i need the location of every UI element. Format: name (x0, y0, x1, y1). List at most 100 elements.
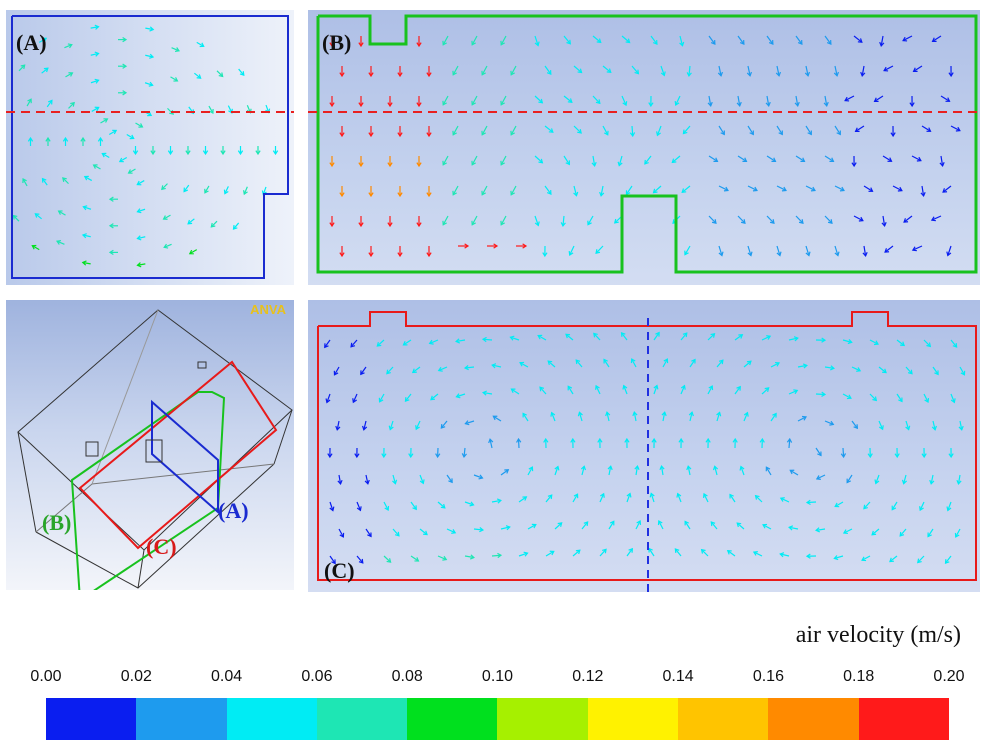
velocity-vector (747, 125, 754, 135)
velocity-vector-head (593, 332, 598, 338)
velocity-vector (91, 106, 99, 112)
velocity-vector-head (136, 180, 142, 186)
velocity-vector (805, 245, 810, 256)
velocity-vector-head (339, 532, 345, 538)
velocity-vector (602, 65, 612, 73)
velocity-vector-head (807, 130, 812, 136)
velocity-vector-head (710, 333, 716, 338)
velocity-vector (90, 79, 99, 84)
velocity-vector (816, 474, 826, 480)
velocity-vector-head (397, 132, 403, 138)
velocity-vector-head (882, 368, 887, 374)
velocity-vector (824, 420, 834, 425)
velocity-vector (660, 466, 664, 476)
velocity-vector-head (720, 130, 725, 136)
velocity-vector (500, 95, 507, 106)
velocity-vector (471, 155, 478, 166)
velocity-vector (456, 393, 466, 398)
legend-tick-label: 0.10 (481, 668, 514, 685)
velocity-vector-head (596, 38, 602, 44)
velocity-vector (851, 366, 861, 372)
velocity-vector (493, 415, 502, 422)
velocity-vector (621, 332, 628, 341)
velocity-vector-head (41, 177, 47, 183)
velocity-vector-head (655, 331, 660, 337)
velocity-vector-head (798, 219, 804, 224)
velocity-vector-head (57, 210, 63, 215)
velocity-vector-head (491, 363, 497, 369)
velocity-vector-head (718, 359, 724, 365)
velocity-vector (880, 35, 884, 46)
velocity-vector-head (565, 160, 570, 166)
velocity-vector (737, 95, 741, 106)
velocity-vector (563, 95, 573, 103)
velocity-vector-head (55, 239, 62, 245)
velocity-vector-head (471, 100, 476, 106)
velocity-vector (861, 65, 865, 76)
velocity-vector-head (856, 367, 862, 372)
velocity-vector (869, 339, 879, 345)
velocity-vector-head (149, 53, 155, 59)
velocity-vector-head (522, 243, 528, 249)
velocity-vector (714, 466, 718, 476)
velocity-vector-head (867, 453, 873, 459)
velocity-vector-head (723, 186, 729, 192)
velocity-vector-head (386, 369, 391, 375)
section-c-outline (317, 311, 977, 581)
velocity-vector (415, 420, 421, 430)
velocity-vector (551, 412, 556, 422)
velocity-vector-head (960, 370, 966, 376)
velocity-vector (392, 474, 396, 484)
velocity-vector-head (455, 393, 461, 399)
velocity-vector (587, 215, 594, 225)
velocity-vector (834, 555, 844, 560)
velocity-vector (365, 474, 369, 484)
velocity-vector (608, 521, 615, 530)
velocity-vector-head (550, 411, 556, 417)
velocity-vector-head (653, 384, 659, 390)
velocity-vector-head (844, 96, 850, 102)
velocity-vector (419, 528, 428, 536)
velocity-vector (644, 155, 652, 165)
velocity-vector-head (846, 478, 852, 484)
velocity-vector-head (827, 219, 833, 224)
velocity-vector-head (428, 339, 434, 345)
velocity-vector (795, 215, 804, 224)
velocity-vector-head (94, 51, 100, 57)
velocity-vector-head (846, 394, 852, 400)
velocity-vector-head (522, 496, 528, 501)
velocity-vector (950, 125, 961, 132)
legend-tick-label: 0.06 (301, 668, 333, 685)
velocity-vector-head (860, 71, 866, 77)
velocity-vector-head (188, 249, 194, 255)
velocity-vector-head (573, 493, 579, 499)
velocity-vector (863, 501, 871, 510)
velocity-vector-head (528, 466, 534, 472)
velocity-vector (350, 339, 358, 348)
velocity-vector-head (597, 437, 603, 443)
velocity-vector-head (924, 397, 930, 404)
velocity-vector (878, 420, 884, 430)
velocity-vector (352, 393, 358, 403)
velocity-vector (950, 339, 958, 348)
velocity-vector (716, 359, 724, 368)
velocity-vector-head (754, 494, 760, 500)
velocity-vector-head (764, 387, 770, 392)
velocity-vector-head (861, 556, 867, 562)
velocity-vector-head (776, 251, 782, 257)
velocity-vector-head (686, 72, 692, 78)
velocity-vector (931, 215, 942, 221)
velocity-vector (842, 447, 845, 458)
velocity-vector-head (210, 222, 216, 228)
velocity-vector (919, 501, 925, 511)
velocity-vector-head (732, 437, 738, 443)
velocity-vector-head (354, 453, 360, 459)
velocity-vector (167, 107, 174, 115)
velocity-vector (766, 155, 776, 162)
velocity-vector-head (660, 71, 666, 77)
velocity-vector (662, 358, 668, 368)
velocity-vector-head (577, 68, 583, 74)
velocity-vector (446, 474, 453, 483)
velocity-vector (677, 493, 682, 503)
velocity-vector-head (416, 222, 422, 228)
